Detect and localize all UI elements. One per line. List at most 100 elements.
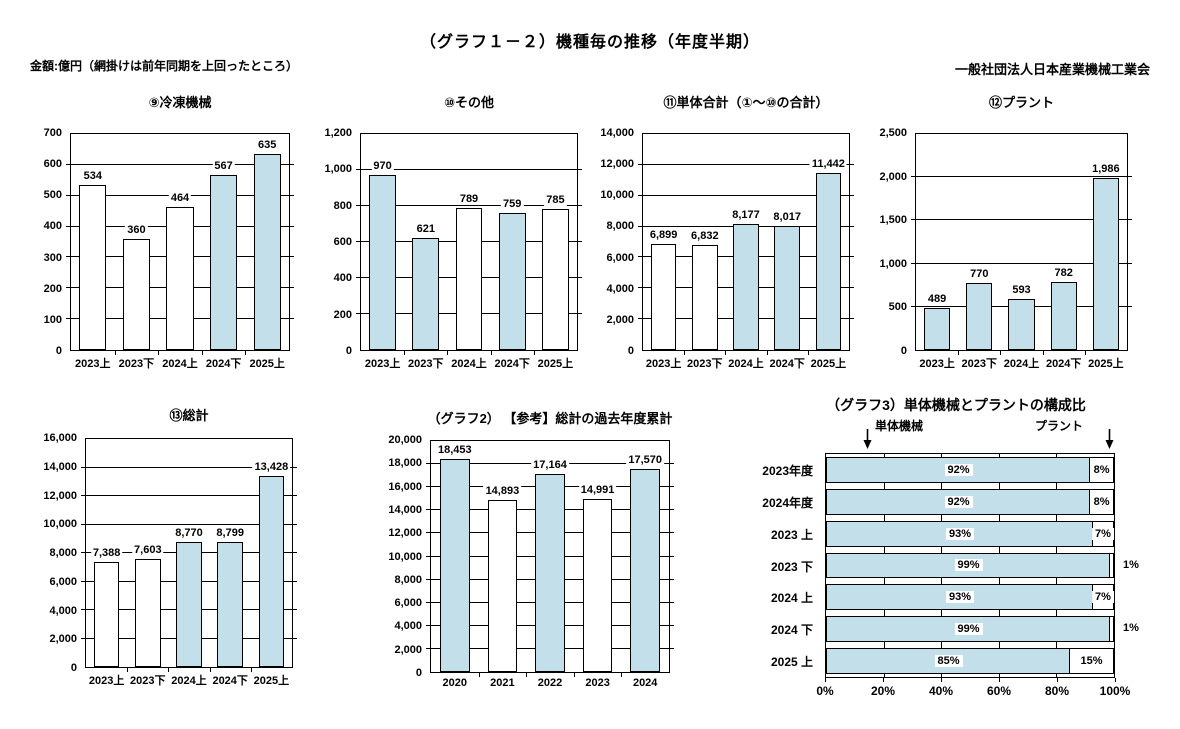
bar-value-label: 8,799 xyxy=(214,526,246,539)
y-axis-category-label: 2024年度 xyxy=(762,495,813,510)
x-axis-category-label: 2024上 xyxy=(171,675,207,687)
x-axis-tickmark xyxy=(127,668,129,672)
bar xyxy=(542,208,569,350)
unit-note: 金額:億円（網掛けは前年同期を上回ったところ） xyxy=(30,59,298,73)
gridline xyxy=(81,523,297,525)
gridline xyxy=(66,163,294,165)
y-axis-tick-label: 600 xyxy=(333,236,352,248)
y-axis-tick-label: 200 xyxy=(43,282,62,295)
segment-percent-label: 1% xyxy=(1123,622,1139,635)
x-axis-tickmark xyxy=(766,351,768,355)
x-axis-category-label: 2023 xyxy=(585,677,610,689)
bar xyxy=(1008,298,1035,350)
bar xyxy=(79,185,107,350)
bar xyxy=(733,223,759,350)
segment-percent-label: 8% xyxy=(1090,495,1113,508)
bar-value-label: 593 xyxy=(1010,283,1033,296)
bar xyxy=(135,558,161,667)
chart-title: （グラフ2） 【参考】総計の過去年度累計 xyxy=(427,411,673,426)
bar-value-label: 360 xyxy=(125,223,148,236)
bar xyxy=(217,541,243,667)
x-axis-tickmark xyxy=(1057,678,1058,682)
y-axis-tick-label: 8,000 xyxy=(49,547,77,559)
bar-value-label: 782 xyxy=(1052,267,1075,280)
bar xyxy=(1050,282,1077,350)
y-axis-tick-label: 14,000 xyxy=(43,460,77,473)
y-axis-tick-label: 20,000 xyxy=(388,434,422,446)
bar xyxy=(966,283,993,350)
y-axis-tick-label: 12,000 xyxy=(600,158,634,171)
segment-percent-label: 8% xyxy=(1090,463,1113,476)
x-axis-category-label: 2024上 xyxy=(162,358,198,370)
x-axis-category-label: 2023上 xyxy=(919,358,955,370)
x-axis-tickmark xyxy=(825,678,826,682)
chart-title: ⑨冷凍機械 xyxy=(148,95,212,110)
y-axis-tick-label: 8,000 xyxy=(606,220,634,233)
y-axis-tick-label: 4,000 xyxy=(394,620,422,633)
x-axis-category-label: 2023上 xyxy=(75,358,111,370)
bar-value-label: 7,388 xyxy=(90,546,123,559)
y-axis-tick-label: 400 xyxy=(333,272,352,285)
y-axis-tick-label: 12,000 xyxy=(43,489,77,502)
y-axis-tick-label: 6,000 xyxy=(49,575,77,588)
x-axis-tick-label: 80% xyxy=(1044,684,1070,698)
x-axis-tickmark xyxy=(1115,678,1116,682)
y-axis-tick-label: 14,000 xyxy=(388,503,422,516)
segment-percent-label: 7% xyxy=(1092,591,1114,604)
bar xyxy=(535,473,565,672)
y-axis-tick-label: 8,000 xyxy=(394,573,422,586)
bar-value-label: 11,442 xyxy=(809,158,847,171)
stacked-bar-row: 93% 7% xyxy=(826,520,1114,547)
bar xyxy=(440,458,470,672)
x-axis-tickmark xyxy=(807,351,809,355)
y-axis-tick-label: 10,000 xyxy=(600,189,634,202)
chart-tantai: ⑪単体合計（①～⑩の合計） 0 2,000 4,000 6,000 8,000 10,000… xyxy=(592,88,862,388)
series-pointer-unit-machinery: 単体機械 xyxy=(875,419,924,433)
y-axis-tick-label: 1,200 xyxy=(324,127,352,139)
bar xyxy=(630,469,660,672)
x-axis-category-label: 2022 xyxy=(537,677,563,689)
x-axis-tickmark xyxy=(250,668,252,672)
gridline xyxy=(638,194,854,196)
bar xyxy=(1092,178,1119,350)
chart-kousei: （グラフ3）単体機械とプラントの構成比 単体機械 プラント 92% 8% 92% 8% 93%… xyxy=(740,393,1172,723)
chart-soukei: ⑬総計 0 2,000 4,000 6,000 8,000 10,000 12,000 14,0… xyxy=(20,400,300,712)
y-axis-tick-label: 300 xyxy=(43,251,62,264)
y-axis-tick-label: 200 xyxy=(333,308,352,321)
gridline xyxy=(81,495,297,496)
bar xyxy=(210,175,238,350)
bar-value-label: 8,770 xyxy=(173,527,205,540)
y-axis-tick-label: 16,000 xyxy=(388,480,422,493)
x-axis-category-label: 2025上 xyxy=(810,358,847,370)
bar-value-label: 759 xyxy=(501,198,524,211)
page-title: （グラフ１－２）機種毎の推移（年度半期） xyxy=(419,34,760,51)
x-axis-category-label: 2025上 xyxy=(537,358,574,370)
y-axis-tick-label: 400 xyxy=(43,220,62,233)
bar-value-label: 770 xyxy=(968,268,991,281)
stacked-bar-row: 99% xyxy=(826,616,1114,643)
gridline xyxy=(81,466,297,468)
bar xyxy=(650,243,677,350)
y-axis-tick-label: 2,000 xyxy=(49,633,77,646)
y-axis-tick-label: 12,000 xyxy=(388,527,422,540)
bar-value-label: 17,164 xyxy=(531,458,569,471)
bar xyxy=(692,244,718,350)
bar xyxy=(258,475,285,667)
x-axis-category-label: 2023下 xyxy=(961,358,998,370)
segment-percent-label: 92% xyxy=(944,495,973,508)
x-axis-category-label: 2025上 xyxy=(253,675,290,687)
chart-title: ⑬総計 xyxy=(169,408,209,423)
bar-value-label: 785 xyxy=(544,193,567,206)
bar-value-label: 8,017 xyxy=(771,211,803,224)
x-axis-category-label: 2023下 xyxy=(687,358,723,370)
x-axis-category-label: 2020 xyxy=(442,677,468,689)
x-axis-tickmark xyxy=(1084,351,1086,355)
plot-area xyxy=(426,440,674,673)
bar xyxy=(166,206,194,350)
y-axis-category-label: 2024 上 xyxy=(770,591,813,606)
x-axis-tickmark xyxy=(490,351,492,355)
down-arrow-icon xyxy=(863,429,872,449)
x-axis-category-label: 2023下 xyxy=(118,358,155,370)
bar-value-label: 8,177 xyxy=(730,208,762,221)
x-axis-tickmark xyxy=(999,678,1000,682)
